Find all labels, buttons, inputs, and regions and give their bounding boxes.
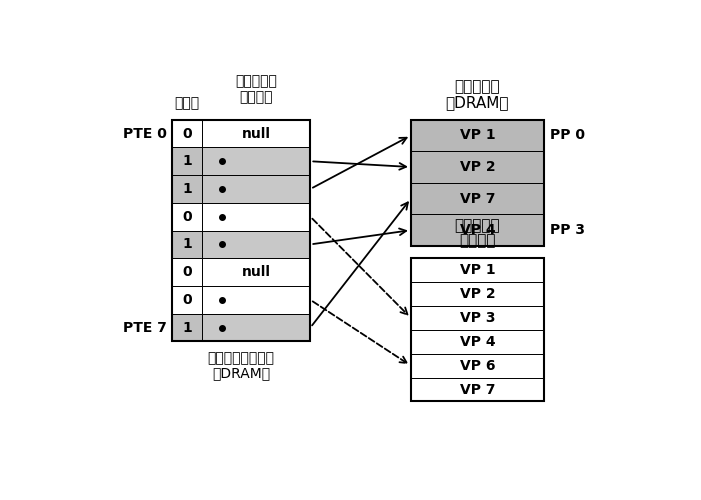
Text: （DRAM）: （DRAM）: [212, 366, 270, 380]
Bar: [203, 230, 311, 258]
Text: 常驻存储器的页表: 常驻存储器的页表: [207, 351, 275, 365]
Text: VP 1: VP 1: [460, 263, 495, 277]
Text: PTE 7: PTE 7: [123, 320, 166, 334]
Text: 0: 0: [182, 293, 192, 307]
Text: 1: 1: [182, 320, 192, 334]
Text: VP 7: VP 7: [460, 382, 495, 396]
Text: 1: 1: [182, 182, 192, 196]
Bar: [172, 120, 203, 148]
Text: VP 1: VP 1: [460, 128, 495, 142]
Text: 0: 0: [182, 265, 192, 279]
Text: 1: 1: [182, 238, 192, 252]
Bar: [172, 148, 203, 175]
Text: VP 4: VP 4: [460, 223, 495, 237]
Text: 有效位: 有效位: [175, 96, 200, 110]
Bar: [411, 330, 544, 354]
Bar: [411, 258, 544, 282]
Text: PP 0: PP 0: [550, 128, 585, 142]
Bar: [172, 314, 203, 342]
Text: null: null: [242, 126, 271, 140]
Bar: [411, 151, 544, 183]
Text: VP 7: VP 7: [460, 192, 495, 205]
Bar: [411, 120, 544, 151]
Bar: [172, 230, 203, 258]
Bar: [172, 175, 203, 203]
Bar: [203, 314, 311, 342]
Text: 1: 1: [182, 154, 192, 168]
Bar: [203, 258, 311, 286]
Bar: [172, 120, 311, 342]
Bar: [411, 378, 544, 402]
Text: PP 3: PP 3: [550, 223, 585, 237]
Text: VP 6: VP 6: [460, 358, 495, 372]
Bar: [203, 286, 311, 314]
Text: null: null: [242, 265, 271, 279]
Text: VP 3: VP 3: [460, 311, 495, 325]
Text: （DRAM）: （DRAM）: [446, 95, 509, 110]
Bar: [172, 258, 203, 286]
Text: 物理页号或
磁盘地址: 物理页号或 磁盘地址: [236, 74, 278, 104]
Bar: [203, 148, 311, 175]
Bar: [411, 183, 544, 214]
Bar: [411, 258, 544, 402]
Text: 物理存储器: 物理存储器: [455, 80, 501, 94]
Text: VP 2: VP 2: [460, 160, 495, 174]
Text: （磁盘）: （磁盘）: [459, 234, 496, 248]
Bar: [411, 120, 544, 246]
Bar: [203, 203, 311, 230]
Bar: [411, 214, 544, 246]
Text: 0: 0: [182, 210, 192, 224]
Bar: [411, 282, 544, 306]
Bar: [411, 354, 544, 378]
Text: VP 2: VP 2: [460, 287, 495, 301]
Bar: [203, 175, 311, 203]
Bar: [172, 203, 203, 230]
Bar: [203, 120, 311, 148]
Text: VP 4: VP 4: [460, 335, 495, 349]
Text: 0: 0: [182, 126, 192, 140]
Text: 虚拟存储器: 虚拟存储器: [455, 218, 501, 233]
Bar: [411, 306, 544, 330]
Bar: [172, 286, 203, 314]
Text: PTE 0: PTE 0: [123, 126, 166, 140]
